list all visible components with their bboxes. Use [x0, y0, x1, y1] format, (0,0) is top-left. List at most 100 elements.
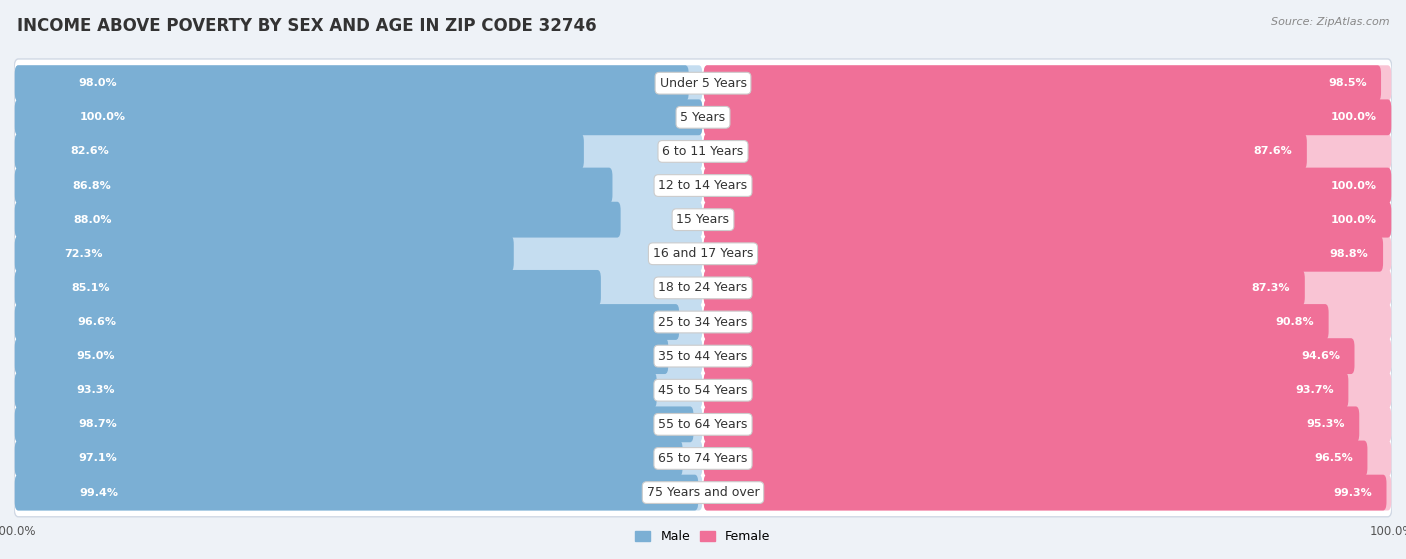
Text: 85.1%: 85.1%	[72, 283, 110, 293]
FancyBboxPatch shape	[14, 168, 703, 203]
Text: 88.0%: 88.0%	[73, 215, 111, 225]
FancyBboxPatch shape	[703, 65, 1392, 101]
FancyBboxPatch shape	[703, 100, 1392, 135]
FancyBboxPatch shape	[14, 65, 703, 101]
FancyBboxPatch shape	[703, 475, 1392, 510]
Text: Under 5 Years: Under 5 Years	[659, 77, 747, 89]
FancyBboxPatch shape	[14, 434, 1392, 482]
Text: 6 to 11 Years: 6 to 11 Years	[662, 145, 744, 158]
FancyBboxPatch shape	[14, 127, 1392, 176]
FancyBboxPatch shape	[703, 440, 1392, 476]
FancyBboxPatch shape	[14, 298, 1392, 346]
FancyBboxPatch shape	[14, 134, 583, 169]
Text: 15 Years: 15 Years	[676, 213, 730, 226]
FancyBboxPatch shape	[14, 270, 703, 306]
Text: 72.3%: 72.3%	[65, 249, 103, 259]
FancyBboxPatch shape	[703, 202, 1392, 238]
FancyBboxPatch shape	[703, 134, 1306, 169]
FancyBboxPatch shape	[703, 304, 1392, 340]
Text: 98.7%: 98.7%	[79, 419, 118, 429]
FancyBboxPatch shape	[14, 236, 513, 272]
Text: 100.0%: 100.0%	[1331, 181, 1376, 191]
Text: 98.8%: 98.8%	[1330, 249, 1368, 259]
FancyBboxPatch shape	[14, 264, 1392, 312]
Text: 82.6%: 82.6%	[70, 146, 108, 157]
FancyBboxPatch shape	[703, 65, 1381, 101]
FancyBboxPatch shape	[14, 475, 703, 510]
Text: 12 to 14 Years: 12 to 14 Years	[658, 179, 748, 192]
FancyBboxPatch shape	[14, 168, 613, 203]
FancyBboxPatch shape	[14, 338, 668, 374]
Text: 55 to 64 Years: 55 to 64 Years	[658, 418, 748, 431]
Legend: Male, Female: Male, Female	[630, 525, 776, 548]
Text: 97.1%: 97.1%	[77, 453, 117, 463]
FancyBboxPatch shape	[703, 338, 1392, 374]
Text: 86.8%: 86.8%	[72, 181, 111, 191]
Text: 99.4%: 99.4%	[79, 487, 118, 498]
Text: 18 to 24 Years: 18 to 24 Years	[658, 281, 748, 295]
FancyBboxPatch shape	[14, 59, 1392, 107]
FancyBboxPatch shape	[14, 372, 657, 408]
Text: 100.0%: 100.0%	[80, 112, 125, 122]
FancyBboxPatch shape	[703, 406, 1360, 442]
FancyBboxPatch shape	[14, 440, 682, 476]
FancyBboxPatch shape	[703, 202, 1392, 238]
Text: 87.3%: 87.3%	[1251, 283, 1291, 293]
FancyBboxPatch shape	[14, 270, 600, 306]
Text: 93.7%: 93.7%	[1295, 385, 1334, 395]
Text: 93.3%: 93.3%	[76, 385, 114, 395]
FancyBboxPatch shape	[14, 202, 620, 238]
FancyBboxPatch shape	[703, 372, 1348, 408]
FancyBboxPatch shape	[14, 338, 703, 374]
FancyBboxPatch shape	[14, 93, 1392, 141]
Text: 98.5%: 98.5%	[1327, 78, 1367, 88]
FancyBboxPatch shape	[703, 475, 1386, 510]
Text: 35 to 44 Years: 35 to 44 Years	[658, 349, 748, 363]
Text: 99.3%: 99.3%	[1333, 487, 1372, 498]
FancyBboxPatch shape	[14, 304, 679, 340]
Text: 65 to 74 Years: 65 to 74 Years	[658, 452, 748, 465]
Text: 16 and 17 Years: 16 and 17 Years	[652, 247, 754, 260]
Text: 100.0%: 100.0%	[1331, 112, 1376, 122]
Text: 87.6%: 87.6%	[1254, 146, 1292, 157]
FancyBboxPatch shape	[14, 230, 1392, 278]
Text: 95.0%: 95.0%	[77, 351, 115, 361]
FancyBboxPatch shape	[703, 440, 1368, 476]
Text: Source: ZipAtlas.com: Source: ZipAtlas.com	[1271, 17, 1389, 27]
FancyBboxPatch shape	[14, 400, 1392, 448]
FancyBboxPatch shape	[14, 440, 703, 476]
FancyBboxPatch shape	[703, 100, 1392, 135]
Text: 98.0%: 98.0%	[79, 78, 117, 88]
Text: 25 to 34 Years: 25 to 34 Years	[658, 315, 748, 329]
FancyBboxPatch shape	[14, 332, 1392, 380]
FancyBboxPatch shape	[14, 202, 703, 238]
FancyBboxPatch shape	[703, 236, 1384, 272]
FancyBboxPatch shape	[703, 406, 1392, 442]
FancyBboxPatch shape	[703, 372, 1392, 408]
FancyBboxPatch shape	[703, 304, 1329, 340]
FancyBboxPatch shape	[14, 468, 1392, 517]
Text: 90.8%: 90.8%	[1275, 317, 1315, 327]
FancyBboxPatch shape	[14, 304, 703, 340]
FancyBboxPatch shape	[14, 100, 703, 135]
FancyBboxPatch shape	[14, 162, 1392, 210]
Text: 75 Years and over: 75 Years and over	[647, 486, 759, 499]
Text: 45 to 54 Years: 45 to 54 Years	[658, 383, 748, 397]
Text: INCOME ABOVE POVERTY BY SEX AND AGE IN ZIP CODE 32746: INCOME ABOVE POVERTY BY SEX AND AGE IN Z…	[17, 17, 596, 35]
FancyBboxPatch shape	[703, 338, 1354, 374]
FancyBboxPatch shape	[14, 475, 699, 510]
FancyBboxPatch shape	[703, 236, 1392, 272]
Text: 95.3%: 95.3%	[1306, 419, 1344, 429]
FancyBboxPatch shape	[14, 134, 703, 169]
Text: 94.6%: 94.6%	[1301, 351, 1340, 361]
FancyBboxPatch shape	[14, 406, 703, 442]
Text: 96.5%: 96.5%	[1315, 453, 1353, 463]
Text: 5 Years: 5 Years	[681, 111, 725, 124]
FancyBboxPatch shape	[14, 366, 1392, 414]
FancyBboxPatch shape	[14, 406, 693, 442]
FancyBboxPatch shape	[14, 372, 703, 408]
FancyBboxPatch shape	[14, 65, 689, 101]
FancyBboxPatch shape	[703, 270, 1392, 306]
FancyBboxPatch shape	[14, 196, 1392, 244]
FancyBboxPatch shape	[703, 168, 1392, 203]
